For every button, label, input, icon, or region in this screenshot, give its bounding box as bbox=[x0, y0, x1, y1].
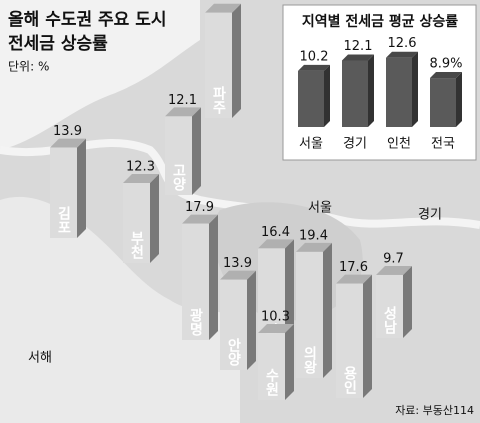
bar-label: 김포 bbox=[56, 205, 72, 234]
bar bbox=[298, 70, 324, 127]
value-label: 12.6 bbox=[388, 36, 417, 51]
value-label: 8.9% bbox=[429, 57, 462, 72]
bar bbox=[258, 333, 285, 400]
value-label: 17.6 bbox=[339, 260, 368, 275]
map-river bbox=[0, 139, 480, 229]
value-label: 13.9 bbox=[223, 256, 252, 271]
bar bbox=[50, 147, 77, 238]
unit-label: 단위: % bbox=[8, 60, 49, 74]
bar bbox=[123, 183, 150, 263]
bar-side bbox=[412, 51, 418, 128]
chart-title: 전세금 상승률 bbox=[8, 34, 108, 54]
bar bbox=[342, 60, 368, 128]
value-label: 12.1 bbox=[168, 93, 197, 108]
bar-top bbox=[296, 242, 332, 252]
bar-side bbox=[368, 54, 374, 128]
bar bbox=[182, 223, 209, 340]
bar-top bbox=[220, 270, 256, 280]
bar-side bbox=[363, 274, 372, 398]
x-tick-label: 서울 bbox=[299, 137, 323, 152]
bar-label: 파주 bbox=[211, 86, 227, 115]
bar-top bbox=[123, 174, 159, 184]
bar bbox=[336, 283, 363, 398]
x-tick-label: 경기 bbox=[343, 137, 367, 152]
value-label: 16.2 bbox=[208, 0, 237, 4]
bar-side bbox=[77, 138, 86, 238]
bar-side bbox=[209, 214, 218, 340]
bar bbox=[205, 12, 232, 119]
bar bbox=[376, 274, 403, 338]
bar-top bbox=[258, 324, 294, 334]
value-label: 12.3 bbox=[126, 160, 155, 175]
x-tick-label: 인천 bbox=[387, 137, 411, 152]
map-label: 서해 bbox=[28, 351, 52, 366]
value-label: 12.1 bbox=[344, 39, 373, 54]
bar-top bbox=[336, 274, 372, 284]
bar-side bbox=[324, 64, 330, 127]
bar bbox=[296, 251, 323, 378]
value-label: 10.2 bbox=[300, 49, 329, 64]
bar-side bbox=[247, 270, 256, 370]
bar-label: 의왕 bbox=[302, 345, 318, 375]
bar-side bbox=[232, 3, 241, 119]
bar-label: 수원 bbox=[264, 368, 280, 397]
bar-label: 광명 bbox=[188, 307, 204, 337]
bar-top bbox=[386, 51, 418, 58]
map-sea bbox=[0, 0, 200, 150]
bar-label: 성남 bbox=[382, 306, 398, 335]
source: 자료: 부동산114 bbox=[395, 404, 474, 417]
value-label: 10.3 bbox=[261, 310, 290, 325]
value-label: 16.4 bbox=[261, 225, 290, 240]
bar bbox=[220, 279, 247, 370]
map-label: 경기 bbox=[418, 208, 442, 223]
inset-title: 지역별 전세금 평균 상승률 bbox=[302, 13, 458, 30]
bar bbox=[386, 57, 412, 128]
value-label: 19.4 bbox=[299, 228, 328, 243]
bar bbox=[165, 116, 192, 195]
value-label: 13.9 bbox=[53, 124, 82, 139]
bar-side bbox=[323, 242, 332, 378]
bar-side bbox=[403, 265, 412, 338]
bar-top bbox=[376, 265, 412, 275]
bar-top bbox=[205, 3, 241, 13]
bar-label: 안양 bbox=[226, 337, 242, 367]
value-label: 17.9 bbox=[185, 200, 214, 215]
bar-side bbox=[456, 72, 462, 127]
map-label: 서울 bbox=[308, 201, 332, 216]
bar-label: 고양 bbox=[171, 163, 187, 192]
bar-top bbox=[258, 239, 294, 249]
bar-side bbox=[192, 107, 201, 195]
bar-side bbox=[150, 174, 159, 263]
bar-top bbox=[430, 72, 462, 79]
bar-label: 용인 bbox=[342, 366, 358, 395]
bar bbox=[430, 78, 456, 127]
bar-top bbox=[165, 107, 201, 117]
bar-top bbox=[342, 54, 374, 61]
bar-side bbox=[285, 324, 294, 400]
value-label: 9.7 bbox=[383, 251, 404, 266]
bar-top bbox=[182, 214, 218, 224]
chart-title: 올해 수도권 주요 도시 bbox=[8, 10, 167, 30]
bar-top bbox=[298, 64, 330, 71]
bar-label: 부천 bbox=[129, 231, 145, 260]
map-sea bbox=[0, 196, 240, 423]
x-tick-label: 전국 bbox=[431, 137, 455, 152]
bar-top bbox=[50, 138, 86, 148]
